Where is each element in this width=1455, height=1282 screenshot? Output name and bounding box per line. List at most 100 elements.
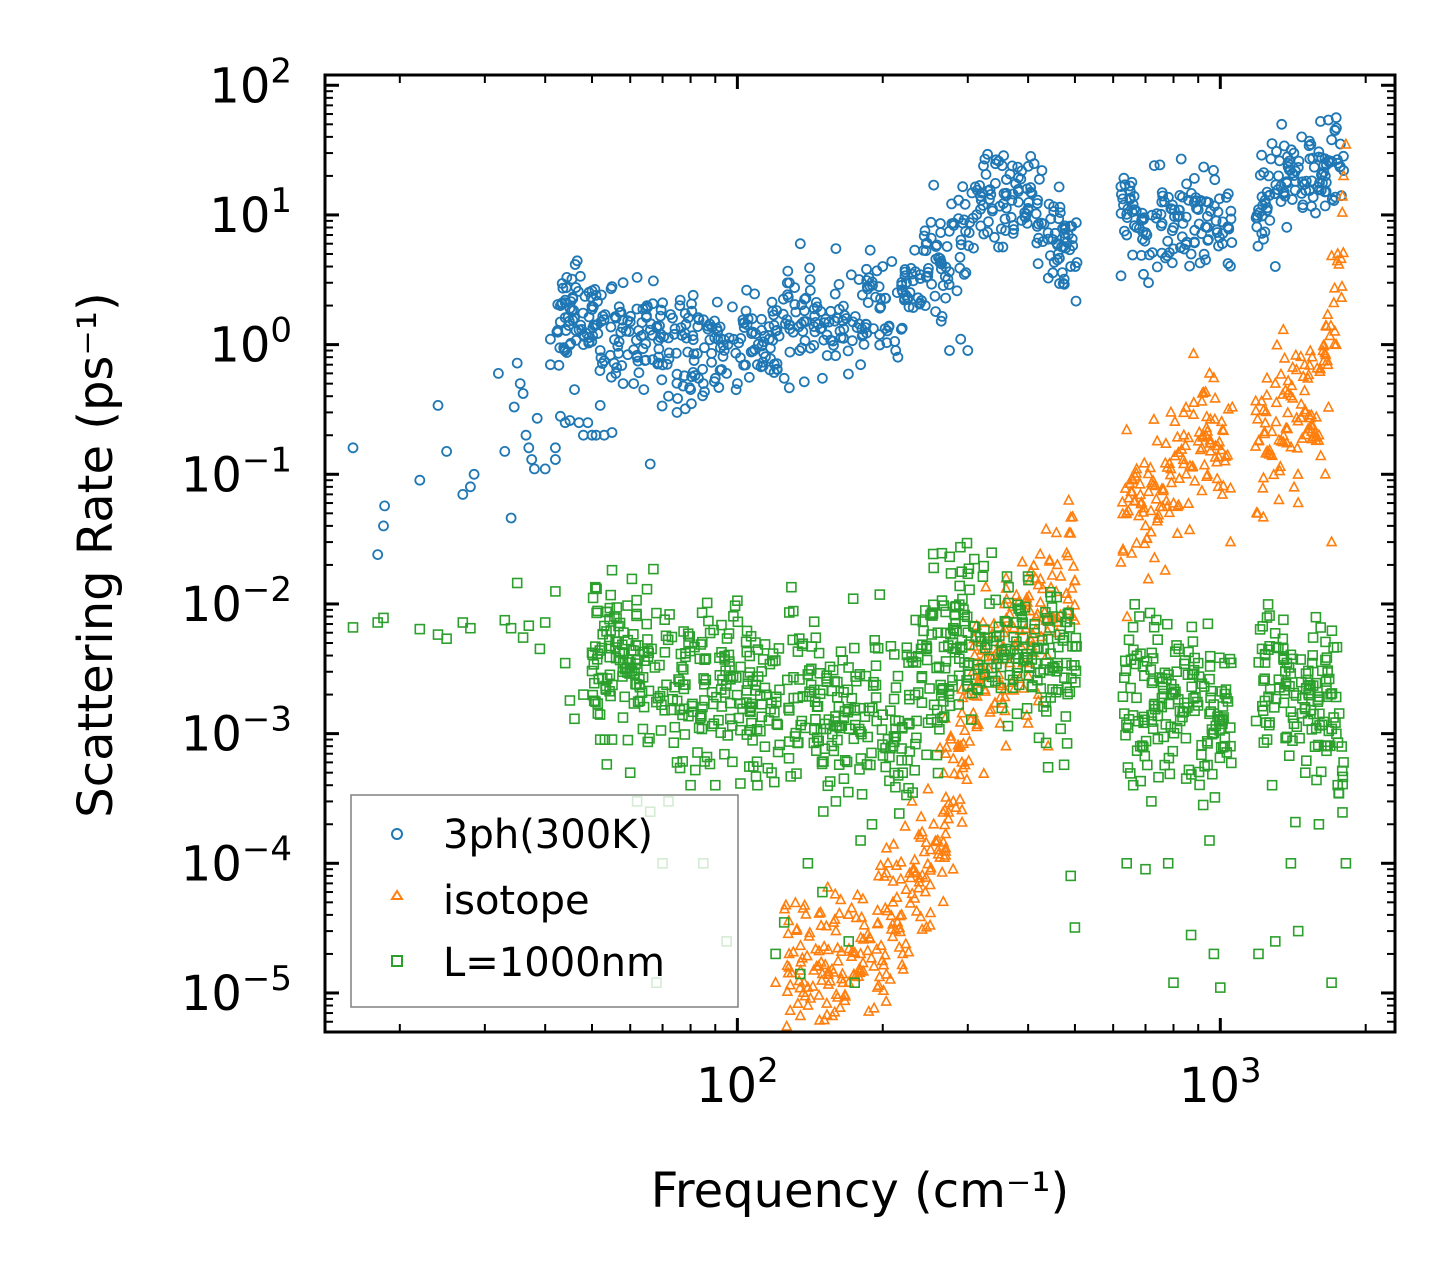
data-point <box>1288 480 1300 492</box>
data-point <box>1209 792 1221 803</box>
data-point <box>745 346 757 358</box>
data-point <box>641 583 653 595</box>
data-point <box>753 338 764 350</box>
data-point <box>1122 491 1135 503</box>
data-point <box>1205 205 1216 217</box>
data-point <box>1064 686 1076 698</box>
data-point <box>744 650 756 662</box>
data-point <box>1165 405 1177 417</box>
data-point <box>921 749 932 761</box>
data-point <box>1219 657 1230 669</box>
data-point <box>962 754 975 766</box>
data-point <box>1134 488 1147 500</box>
data-point <box>1054 569 1067 581</box>
data-point <box>414 474 426 486</box>
data-point <box>1225 205 1237 217</box>
data-point <box>631 271 643 283</box>
data-point <box>855 753 867 764</box>
data-point <box>1196 394 1208 406</box>
data-point <box>1120 665 1132 677</box>
data-point <box>807 963 820 975</box>
data-point <box>1166 257 1178 269</box>
data-point <box>1280 422 1293 434</box>
data-point <box>1331 154 1343 166</box>
data-point <box>827 664 839 676</box>
data-point <box>1275 367 1287 379</box>
data-point <box>704 627 716 639</box>
data-point <box>1042 272 1054 284</box>
data-point <box>1048 206 1060 217</box>
data-point <box>699 342 710 354</box>
data-point <box>1180 732 1192 744</box>
data-point <box>715 727 727 739</box>
data-point <box>1328 324 1341 336</box>
data-point <box>870 291 881 303</box>
data-point <box>843 368 854 380</box>
data-point <box>853 318 865 330</box>
data-point <box>1046 568 1059 580</box>
data-point <box>1262 599 1274 610</box>
data-point <box>763 333 775 345</box>
data-point <box>755 725 766 737</box>
data-point <box>1280 677 1292 688</box>
data-point <box>726 720 738 731</box>
data-point <box>832 954 844 966</box>
data-point <box>1175 242 1186 253</box>
data-point <box>1027 558 1040 571</box>
data-point <box>594 734 606 745</box>
data-point <box>815 973 828 985</box>
data-point <box>843 662 854 673</box>
data-point <box>1140 863 1151 875</box>
data-point <box>1165 721 1177 733</box>
data-point <box>1137 501 1150 513</box>
data-point <box>1256 481 1269 493</box>
data-point <box>590 696 601 708</box>
data-point <box>1290 690 1302 701</box>
data-point <box>771 364 783 376</box>
data-point <box>1319 200 1331 212</box>
data-point <box>1332 157 1344 169</box>
data-point <box>1156 217 1168 229</box>
data-point <box>696 723 708 735</box>
data-point <box>1221 448 1234 460</box>
data-point <box>1311 361 1324 373</box>
tick-label: 100 <box>209 311 292 374</box>
data-point <box>1011 636 1022 648</box>
data-point <box>1057 277 1069 289</box>
data-point <box>696 710 707 722</box>
data-point <box>1031 198 1043 209</box>
data-point <box>586 665 598 677</box>
data-point <box>1175 153 1187 165</box>
data-point <box>899 937 912 949</box>
data-point <box>1151 614 1162 626</box>
data-point <box>730 672 742 683</box>
data-point <box>1215 982 1226 993</box>
data-point <box>907 656 919 667</box>
data-point <box>1290 411 1303 423</box>
data-point <box>752 779 763 791</box>
data-point <box>804 262 815 274</box>
data-point <box>589 581 601 593</box>
data-point <box>901 642 913 654</box>
data-point <box>918 230 930 242</box>
data-point <box>1296 708 1308 719</box>
data-point <box>1310 611 1322 623</box>
data-point <box>539 617 551 628</box>
data-point <box>663 390 674 402</box>
data-point <box>1213 435 1226 447</box>
data-point <box>1314 362 1327 374</box>
data-point <box>1056 611 1067 623</box>
data-point <box>1306 200 1317 212</box>
data-point <box>841 756 853 768</box>
data-point <box>676 661 687 673</box>
data-point <box>954 262 966 274</box>
data-point <box>804 284 816 296</box>
data-point <box>792 646 804 657</box>
data-point <box>1290 816 1301 828</box>
data-point <box>783 947 795 959</box>
data-point <box>831 721 842 732</box>
data-point <box>928 699 940 711</box>
data-point <box>687 366 699 378</box>
data-point <box>922 782 934 794</box>
data-point <box>1260 405 1272 417</box>
